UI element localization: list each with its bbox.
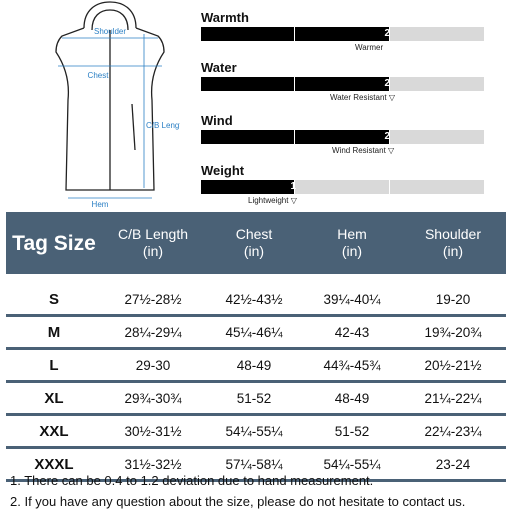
product-info-panel: Shoulder Chest C/B Length Hem Warmth 2 W… <box>0 0 512 212</box>
cell-chest: 48-49 <box>204 348 304 383</box>
header-unit: (in) <box>341 243 363 259</box>
cell-size: XXXL <box>6 447 102 482</box>
cell-hem: 39¼-40¼ <box>304 284 400 317</box>
spacer-cell <box>6 274 506 284</box>
note-deviation: 1. There can be 0.4 to 1.2 deviation due… <box>10 473 374 488</box>
table-row: XXXL 31½-32½ 57¼-58¼ 54¼-55¼ 23-24 <box>6 447 506 482</box>
meter-segment <box>390 27 484 41</box>
cell-cb-length: 29-30 <box>102 348 204 383</box>
meter-weight: Weight 1 Lightweight ▽ <box>200 161 490 211</box>
header-unit: (in) <box>142 243 164 259</box>
table-row: M 28¼-29¼ 45¼-46¼ 42-43 19¾-20¾ <box>6 315 506 350</box>
meter-segment <box>295 130 390 144</box>
size-notes: 1. There can be 0.4 to 1.2 deviation due… <box>10 470 465 512</box>
meter-title: Warmth <box>201 10 249 25</box>
meter-segment <box>201 180 295 194</box>
meter-bar <box>201 130 484 144</box>
meter-bar <box>201 180 484 194</box>
meter-note: Warmer <box>355 43 384 52</box>
cell-cb-length: 30½-31½ <box>102 414 204 449</box>
cell-size: L <box>6 348 102 383</box>
header-unit: (in) <box>243 243 265 259</box>
meter-level: 2 <box>384 131 390 142</box>
meter-note: Water Resistant ▽ <box>330 93 395 102</box>
header-label: Shoulder <box>424 226 482 242</box>
cell-size: M <box>6 315 102 350</box>
cell-size: XXL <box>6 414 102 449</box>
meter-segment <box>295 77 390 91</box>
meter-segment <box>295 27 390 41</box>
cell-shoulder: 20½-21½ <box>400 348 506 383</box>
meter-title: Wind <box>201 113 233 128</box>
cell-chest: 45¼-46¼ <box>204 315 304 350</box>
meter-level: 2 <box>384 78 390 89</box>
table-row: S 27½-28½ 42½-43½ 39¼-40¼ 19-20 <box>6 284 506 317</box>
rating-meters: Warmth 2 Warmer Water 2 Water Resistant … <box>200 8 490 211</box>
meter-note: Lightweight ▽ <box>248 196 297 205</box>
cell-shoulder: 21¼-22¼ <box>400 381 506 416</box>
meter-segment <box>201 130 295 144</box>
hood-outline <box>83 1 137 29</box>
cell-chest: 54¼-55¼ <box>204 414 304 449</box>
cell-chest: 57¼-58¼ <box>204 447 304 482</box>
table-row: L 29-30 48-49 44¾-45¾ 20½-21½ <box>6 348 506 383</box>
cell-hem: 54¼-55¼ <box>304 447 400 482</box>
cell-size: XL <box>6 381 102 416</box>
cell-cb-length: 28¼-29¼ <box>102 315 204 350</box>
cell-cb-length: 29¾-30¾ <box>102 381 204 416</box>
header-label: C/B Length <box>117 226 189 242</box>
meter-bar <box>201 77 484 91</box>
meter-segment <box>390 180 484 194</box>
meter-segment <box>390 77 484 91</box>
table-spacer <box>6 274 506 284</box>
header-tag-size: Tag Size <box>6 212 102 274</box>
table-row: XL 29¾-30¾ 51-52 48-49 21¼-22¼ <box>6 381 506 416</box>
pocket-line <box>131 103 136 151</box>
meter-level: 1 <box>290 181 296 192</box>
header-label: Chest <box>235 226 273 242</box>
hem-label: Hem <box>92 200 109 208</box>
cell-shoulder: 19-20 <box>400 284 506 317</box>
cell-hem: 51-52 <box>304 414 400 449</box>
meter-segment <box>201 77 295 91</box>
meter-water: Water 2 Water Resistant ▽ <box>200 58 490 108</box>
cell-chest: 51-52 <box>204 381 304 416</box>
meter-warmth: Warmth 2 Warmer <box>200 8 490 58</box>
cell-shoulder: 23-24 <box>400 447 506 482</box>
cell-size: S <box>6 284 102 317</box>
cell-cb-length: 27½-28½ <box>102 284 204 317</box>
cb-length-label: C/B Length <box>146 121 180 130</box>
header-hem: Hem (in) <box>304 212 400 274</box>
cell-cb-length: 31½-32½ <box>102 447 204 482</box>
meter-wind: Wind 2 Wind Resistant ▽ <box>200 111 490 161</box>
header-cb-length: C/B Length (in) <box>102 212 204 274</box>
meter-segment <box>295 180 390 194</box>
cell-hem: 48-49 <box>304 381 400 416</box>
cell-hem: 42-43 <box>304 315 400 350</box>
cell-chest: 42½-43½ <box>204 284 304 317</box>
cell-hem: 44¾-45¾ <box>304 348 400 383</box>
meter-level: 2 <box>384 28 390 39</box>
meter-segment <box>390 130 484 144</box>
meter-note: Wind Resistant ▽ <box>332 146 395 155</box>
size-table: Tag Size C/B Length (in) Chest (in) Hem (in… <box>6 212 506 482</box>
table-header-row: Tag Size C/B Length (in) Chest (in) Hem (in… <box>6 212 506 274</box>
chest-label: Chest <box>88 71 110 80</box>
size-chart: Tag Size C/B Length (in) Chest (in) Hem (in… <box>6 212 506 482</box>
hood-inner-outline <box>91 9 129 31</box>
header-shoulder: Shoulder (in) <box>400 212 506 274</box>
header-unit: (in) <box>442 243 464 259</box>
note-contact: 2. If you have any question about the si… <box>10 494 466 509</box>
meter-bar <box>201 27 484 41</box>
vest-diagram: Shoulder Chest C/B Length Hem <box>55 1 180 208</box>
meter-title: Water <box>201 60 237 75</box>
meter-title: Weight <box>201 163 245 178</box>
table-row: XXL 30½-31½ 54¼-55¼ 51-52 22¼-23¼ <box>6 414 506 449</box>
shoulder-label: Shoulder <box>94 27 126 36</box>
meter-segment <box>201 27 295 41</box>
header-label: Hem <box>337 226 367 242</box>
header-chest: Chest (in) <box>204 212 304 274</box>
cell-shoulder: 22¼-23¼ <box>400 414 506 449</box>
cell-shoulder: 19¾-20¾ <box>400 315 506 350</box>
